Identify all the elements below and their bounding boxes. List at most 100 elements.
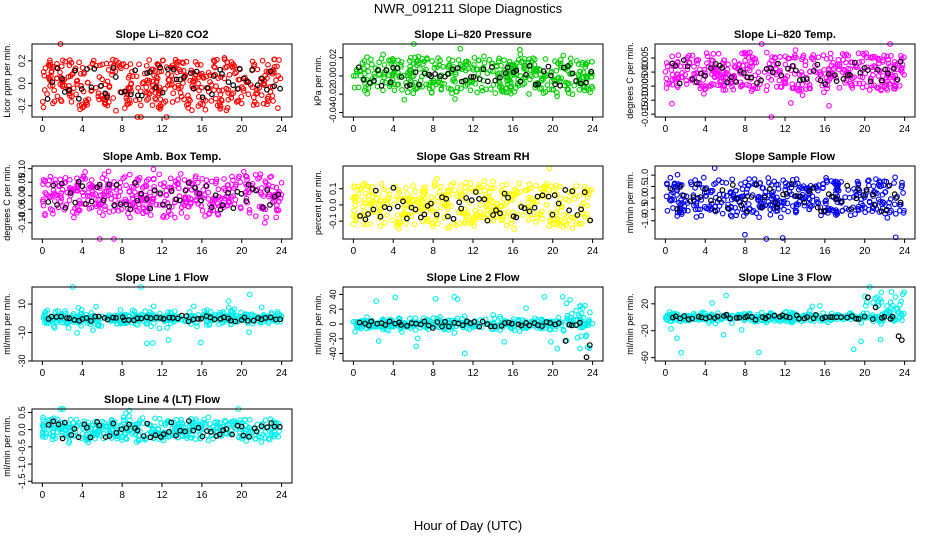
data-point xyxy=(462,218,468,225)
reference-point xyxy=(480,66,487,73)
data-point xyxy=(451,330,458,336)
y-tick-label: -0.04 xyxy=(328,102,338,123)
reference-point xyxy=(724,79,730,85)
reference-point xyxy=(177,76,184,83)
data-point xyxy=(383,198,389,204)
reference-point xyxy=(112,74,119,80)
data-point xyxy=(567,55,574,62)
data-point xyxy=(364,63,371,69)
data-point xyxy=(566,217,573,223)
reference-point xyxy=(151,187,158,194)
reference-point xyxy=(91,65,98,72)
data-point xyxy=(175,58,181,65)
data-point xyxy=(721,83,728,89)
data-point xyxy=(455,57,462,63)
data-point xyxy=(118,65,124,72)
reference-point xyxy=(513,67,520,74)
reference-point xyxy=(212,192,219,199)
y-axis-label: ml/min per min. xyxy=(625,172,635,234)
data-point xyxy=(437,204,444,211)
data-point xyxy=(467,87,474,94)
reference-point xyxy=(740,69,747,76)
reference-point xyxy=(549,211,556,218)
data-point xyxy=(160,100,167,106)
data-point xyxy=(542,193,549,200)
data-point xyxy=(498,217,505,224)
data-point xyxy=(517,46,523,53)
data-point xyxy=(215,75,221,81)
data-point xyxy=(891,180,897,186)
data-point xyxy=(701,85,708,92)
x-tick-label: 4 xyxy=(702,368,708,379)
data-point xyxy=(513,191,519,198)
data-point xyxy=(571,196,578,202)
reference-point xyxy=(84,66,90,72)
data-point xyxy=(669,53,676,60)
data-point xyxy=(742,57,748,64)
data-point xyxy=(683,77,690,84)
data-point xyxy=(149,102,156,109)
data-point xyxy=(66,62,73,69)
reference-point xyxy=(79,183,86,190)
data-point xyxy=(462,189,469,195)
reference-point xyxy=(521,205,528,212)
data-point xyxy=(255,175,261,182)
data-point xyxy=(557,60,564,67)
reference-point xyxy=(45,199,52,205)
x-tick-label: 16 xyxy=(819,246,831,257)
reference-point xyxy=(472,189,479,195)
reference-point xyxy=(476,195,482,202)
x-tick-label: 8 xyxy=(430,368,436,379)
data-point xyxy=(452,96,458,102)
data-point xyxy=(554,221,561,228)
data-point xyxy=(877,336,884,343)
data-point xyxy=(381,186,387,193)
reference-point xyxy=(744,74,751,81)
data-point xyxy=(444,225,451,231)
data-point xyxy=(488,60,495,67)
data-point xyxy=(76,200,82,207)
y-tick-label: -20 xyxy=(640,324,650,337)
reference-point xyxy=(127,206,134,213)
panel-4: Slope Amb. Box Temp.degrees C per min.0 4… xyxy=(2,151,293,257)
data-point xyxy=(221,56,228,63)
x-tick-label: 0 xyxy=(40,490,46,501)
data-point xyxy=(723,192,730,199)
data-point xyxy=(437,57,443,64)
data-point xyxy=(581,183,588,190)
reference-point xyxy=(355,64,362,71)
data-point xyxy=(707,83,714,89)
data-point xyxy=(199,207,206,214)
reference-point xyxy=(803,76,810,82)
data-point xyxy=(166,77,173,83)
data-point xyxy=(876,60,882,67)
data-point xyxy=(667,174,674,181)
reference-point xyxy=(555,200,562,207)
data-point xyxy=(188,67,195,74)
data-point xyxy=(262,178,269,185)
data-point xyxy=(172,178,179,185)
y-tick-label: 0.2 xyxy=(17,55,27,68)
reference-point xyxy=(234,86,241,92)
data-point xyxy=(549,86,555,93)
data-point xyxy=(161,180,167,186)
reference-point xyxy=(588,68,595,75)
data-point xyxy=(551,217,558,223)
data-point xyxy=(486,197,493,203)
data-point xyxy=(73,187,80,194)
data-point xyxy=(129,202,136,208)
reference-point xyxy=(443,195,450,202)
x-tick-label: 24 xyxy=(899,246,911,257)
data-point xyxy=(213,178,220,185)
data-point xyxy=(521,56,528,62)
data-point xyxy=(185,194,192,201)
reference-point xyxy=(210,73,217,79)
x-tick-label: 12 xyxy=(156,246,168,257)
y-tick-label: -0.1 xyxy=(328,213,338,229)
data-point xyxy=(493,201,500,208)
x-tick-label: 20 xyxy=(236,368,248,379)
reference-point xyxy=(173,76,180,83)
reference-point xyxy=(204,84,211,91)
data-point xyxy=(875,73,882,79)
data-point xyxy=(375,338,382,344)
